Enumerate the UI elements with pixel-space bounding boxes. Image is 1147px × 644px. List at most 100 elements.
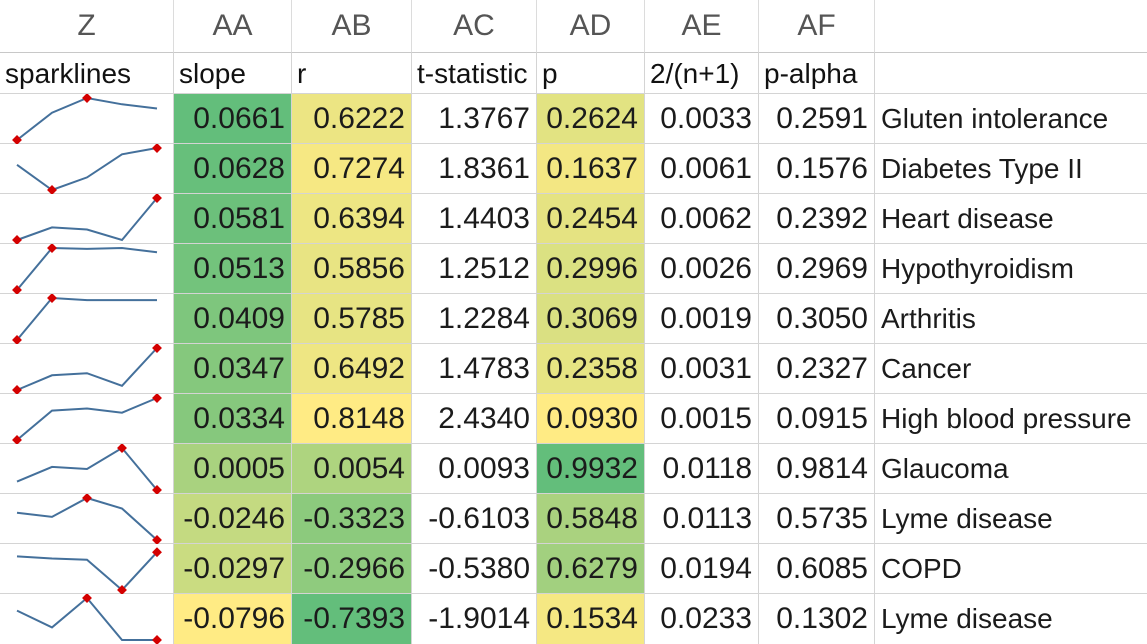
header-cell-r[interactable]: r: [292, 53, 412, 94]
p-alpha-cell[interactable]: 0.6085: [759, 544, 875, 594]
p-cell[interactable]: 0.0930: [537, 394, 645, 444]
t-statistic-cell[interactable]: 1.2284: [412, 294, 537, 344]
column-header-ac[interactable]: AC: [412, 0, 537, 53]
disease-label[interactable]: Heart disease: [875, 194, 1147, 244]
sparkline-cell[interactable]: [0, 244, 174, 294]
t-statistic-cell[interactable]: 1.3767: [412, 94, 537, 144]
sparkline-cell[interactable]: [0, 594, 174, 644]
p-cell[interactable]: 0.9932: [537, 444, 645, 494]
slope-cell[interactable]: -0.0246: [174, 494, 292, 544]
p-alpha-cell[interactable]: 0.1302: [759, 594, 875, 644]
p-cell[interactable]: 0.2624: [537, 94, 645, 144]
p-cell[interactable]: 0.1534: [537, 594, 645, 644]
n-ratio-cell[interactable]: 0.0194: [645, 544, 759, 594]
disease-label[interactable]: High blood pressure: [875, 394, 1147, 444]
n-ratio-cell[interactable]: 0.0062: [645, 194, 759, 244]
r-cell[interactable]: 0.8148: [292, 394, 412, 444]
disease-label[interactable]: COPD: [875, 544, 1147, 594]
r-cell[interactable]: 0.5856: [292, 244, 412, 294]
p-alpha-cell[interactable]: 0.2327: [759, 344, 875, 394]
disease-label[interactable]: Arthritis: [875, 294, 1147, 344]
p-cell[interactable]: 0.3069: [537, 294, 645, 344]
header-cell-2-over-n-plus-1[interactable]: 2/(n+1): [645, 53, 759, 94]
t-statistic-cell[interactable]: -0.5380: [412, 544, 537, 594]
slope-cell[interactable]: 0.0581: [174, 194, 292, 244]
n-ratio-cell[interactable]: 0.0015: [645, 394, 759, 444]
column-header-ab[interactable]: AB: [292, 0, 412, 53]
p-cell[interactable]: 0.2454: [537, 194, 645, 244]
n-ratio-cell[interactable]: 0.0113: [645, 494, 759, 544]
sparkline-cell[interactable]: [0, 544, 174, 594]
n-ratio-cell[interactable]: 0.0033: [645, 94, 759, 144]
column-header-aa[interactable]: AA: [174, 0, 292, 53]
p-cell[interactable]: 0.5848: [537, 494, 645, 544]
r-cell[interactable]: 0.6222: [292, 94, 412, 144]
t-statistic-cell[interactable]: -0.6103: [412, 494, 537, 544]
slope-cell[interactable]: 0.0005: [174, 444, 292, 494]
slope-cell[interactable]: 0.0513: [174, 244, 292, 294]
header-cell-sparklines[interactable]: sparklines: [0, 53, 174, 94]
sparkline-cell[interactable]: [0, 444, 174, 494]
r-cell[interactable]: 0.6394: [292, 194, 412, 244]
n-ratio-cell[interactable]: 0.0019: [645, 294, 759, 344]
slope-cell[interactable]: 0.0347: [174, 344, 292, 394]
disease-label[interactable]: Lyme disease: [881, 603, 1053, 634]
p-alpha-cell[interactable]: 0.5735: [759, 494, 875, 544]
sparkline-cell[interactable]: [0, 194, 174, 244]
t-statistic-cell[interactable]: 0.0093: [412, 444, 537, 494]
disease-label[interactable]: Glaucoma: [875, 444, 1147, 494]
column-header-ad[interactable]: AD: [537, 0, 645, 53]
disease-label[interactable]: Gluten intolerance: [875, 94, 1147, 144]
n-ratio-cell[interactable]: 0.0233: [645, 594, 759, 644]
t-statistic-cell[interactable]: 1.8361: [412, 144, 537, 194]
n-ratio-cell[interactable]: 0.0118: [645, 444, 759, 494]
slope-cell[interactable]: 0.0334: [174, 394, 292, 444]
p-alpha-cell[interactable]: 0.0915: [759, 394, 875, 444]
column-header-ag[interactable]: [875, 0, 1147, 53]
sparkline-cell[interactable]: [0, 344, 174, 394]
disease-label[interactable]: Diabetes Type II: [875, 144, 1147, 194]
t-statistic-cell[interactable]: 1.4783: [412, 344, 537, 394]
t-statistic-cell[interactable]: 1.2512: [412, 244, 537, 294]
disease-label[interactable]: Cancer: [875, 344, 1147, 394]
sparkline-cell[interactable]: [0, 294, 174, 344]
p-alpha-cell[interactable]: 0.1576: [759, 144, 875, 194]
p-cell[interactable]: 0.2996: [537, 244, 645, 294]
p-cell[interactable]: 0.6279: [537, 544, 645, 594]
disease-label[interactable]: Hypothyroidism: [875, 244, 1147, 294]
r-cell[interactable]: 0.0054: [292, 444, 412, 494]
slope-cell[interactable]: 0.0409: [174, 294, 292, 344]
sparkline-cell[interactable]: [0, 494, 174, 544]
t-statistic-cell[interactable]: 1.4403: [412, 194, 537, 244]
column-header-ae[interactable]: AE: [645, 0, 759, 53]
r-cell[interactable]: 0.5785: [292, 294, 412, 344]
t-statistic-cell[interactable]: 2.4340: [412, 394, 537, 444]
slope-cell[interactable]: 0.0628: [174, 144, 292, 194]
slope-cell[interactable]: 0.0661: [174, 94, 292, 144]
p-alpha-cell[interactable]: 0.3050: [759, 294, 875, 344]
p-alpha-cell[interactable]: 0.2392: [759, 194, 875, 244]
r-cell[interactable]: 0.6492: [292, 344, 412, 394]
r-cell[interactable]: 0.7274: [292, 144, 412, 194]
p-cell[interactable]: 0.1637: [537, 144, 645, 194]
sparkline-cell[interactable]: [0, 94, 174, 144]
n-ratio-cell[interactable]: 0.0031: [645, 344, 759, 394]
header-cell-t-statistic[interactable]: t-statistic: [412, 53, 537, 94]
r-cell[interactable]: -0.7393: [292, 594, 412, 644]
header-cell-p-alpha[interactable]: p-alpha: [759, 53, 875, 94]
p-alpha-cell[interactable]: 0.9814: [759, 444, 875, 494]
slope-cell[interactable]: -0.0796: [174, 594, 292, 644]
n-ratio-cell[interactable]: 0.0026: [645, 244, 759, 294]
p-alpha-cell[interactable]: 0.2969: [759, 244, 875, 294]
column-header-af[interactable]: AF: [759, 0, 875, 53]
p-alpha-cell[interactable]: 0.2591: [759, 94, 875, 144]
n-ratio-cell[interactable]: 0.0061: [645, 144, 759, 194]
r-cell[interactable]: -0.3323: [292, 494, 412, 544]
header-cell-slope[interactable]: slope: [174, 53, 292, 94]
r-cell[interactable]: -0.2966: [292, 544, 412, 594]
sparkline-cell[interactable]: [0, 144, 174, 194]
disease-label[interactable]: Lyme disease: [875, 494, 1147, 544]
p-cell[interactable]: 0.2358: [537, 344, 645, 394]
t-statistic-cell[interactable]: -1.9014: [412, 594, 537, 644]
header-cell-p[interactable]: p: [537, 53, 645, 94]
